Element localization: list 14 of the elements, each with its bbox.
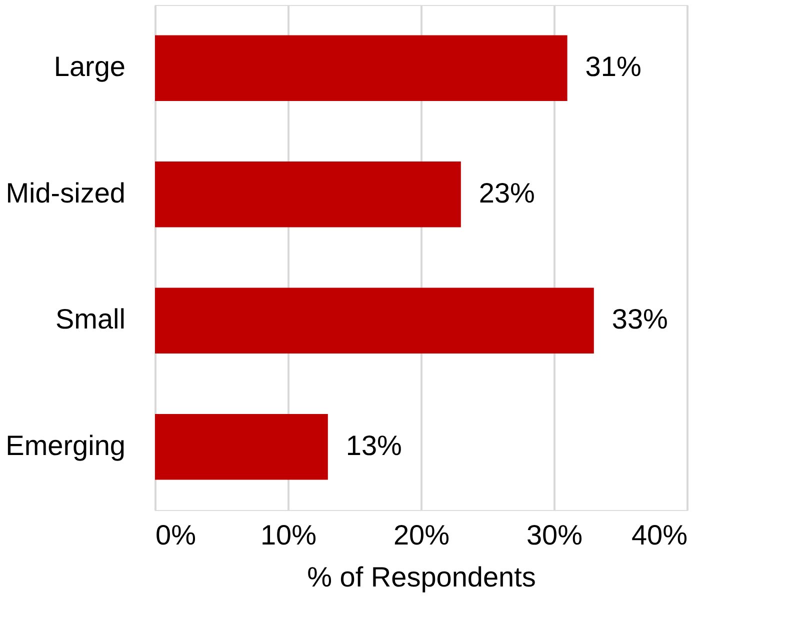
x-tick-label: 40% <box>631 520 688 550</box>
y-tick-label: Mid-sized <box>6 177 126 208</box>
data-label: 33% <box>612 304 668 335</box>
x-axis-title: % of Respondents <box>307 562 536 592</box>
x-tick-label: 30% <box>526 520 583 550</box>
y-tick-label: Large <box>54 51 126 82</box>
y-tick-label: Small <box>55 304 126 335</box>
x-tick-label: 20% <box>393 520 450 550</box>
y-tick-label: Emerging <box>6 430 126 461</box>
data-label: 31% <box>585 51 642 82</box>
data-label: 13% <box>346 430 402 461</box>
x-tick-label: 10% <box>260 520 317 550</box>
x-tick-label: 0% <box>156 520 196 550</box>
data-label: 23% <box>478 177 535 208</box>
